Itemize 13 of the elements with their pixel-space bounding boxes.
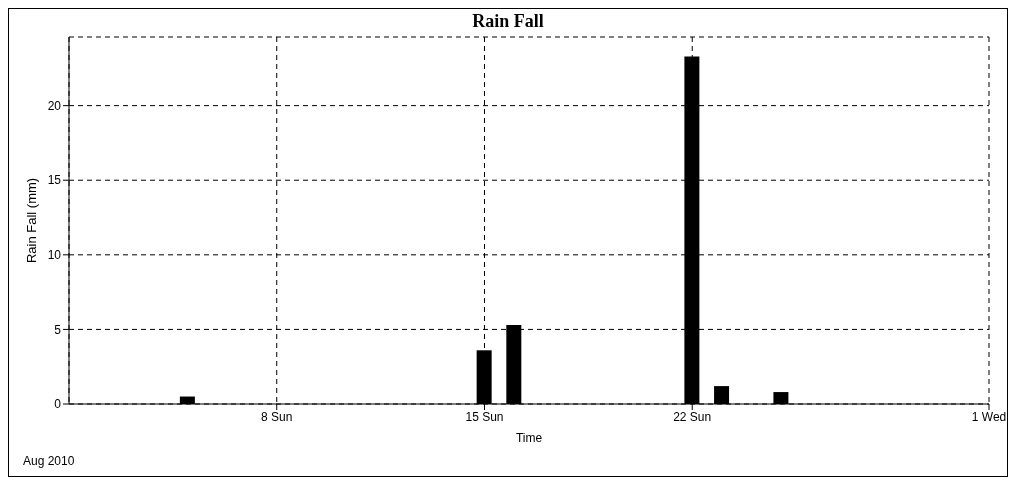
chart-title: Rain Fall [471, 11, 545, 32]
y-tick-label: 5 [54, 322, 62, 337]
y-tick-label: 15 [47, 173, 62, 188]
text: Aug 2010 [23, 454, 75, 468]
y-axis-title: Rain Fall (mm) [23, 177, 39, 264]
x-axis-title: Time [515, 431, 543, 445]
x-tick-label: 1 Wed [971, 409, 1007, 424]
y-tick-label: 10 [47, 248, 62, 263]
x-tick-label: 15 Sun [465, 409, 504, 424]
x-tick-label: 22 Sun [673, 409, 712, 424]
y-tick-label: 0 [54, 397, 62, 412]
y-tick-label: 20 [47, 98, 62, 113]
x-tick-label: 8 Sun [261, 409, 293, 424]
